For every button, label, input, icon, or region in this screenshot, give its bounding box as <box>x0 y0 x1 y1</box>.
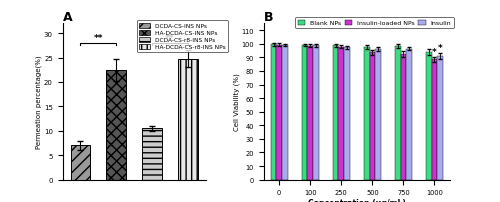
Text: A: A <box>62 11 72 24</box>
Y-axis label: Permeation percentage(%): Permeation percentage(%) <box>36 55 43 149</box>
Bar <box>375 50 380 180</box>
Text: *: * <box>432 47 437 56</box>
Bar <box>426 53 432 180</box>
Bar <box>106 70 126 180</box>
Bar <box>178 59 198 180</box>
Bar <box>438 57 443 180</box>
Text: *: * <box>438 44 442 53</box>
Y-axis label: Cell Viability (%): Cell Viability (%) <box>234 73 240 131</box>
Bar <box>338 47 344 180</box>
Bar <box>302 46 308 180</box>
Bar <box>432 60 438 180</box>
Text: **: ** <box>94 34 103 43</box>
Legend: Blank NPs, Insulin-loaded NPs, Insulin: Blank NPs, Insulin-loaded NPs, Insulin <box>296 18 454 29</box>
Bar <box>282 46 288 180</box>
Bar <box>406 49 412 180</box>
Bar <box>276 46 282 180</box>
Bar <box>395 46 400 180</box>
Bar <box>370 53 375 180</box>
Bar <box>313 46 318 180</box>
Legend: DCDA-CS-INS NPs, HA-DCDA-CS-INS NPs, DCDA-CS-r8-INS NPs, HA-DCDA-CS-r8-INS NPs: DCDA-CS-INS NPs, HA-DCDA-CS-INS NPs, DCD… <box>137 21 228 53</box>
Bar <box>308 46 313 180</box>
Bar <box>344 48 350 180</box>
Bar <box>70 146 90 180</box>
Text: B: B <box>264 11 273 24</box>
X-axis label: Concentration (μg/mL): Concentration (μg/mL) <box>308 198 406 202</box>
Bar <box>142 129 162 180</box>
Bar <box>270 45 276 180</box>
Text: **: ** <box>166 34 175 43</box>
Bar <box>400 55 406 180</box>
Bar <box>364 47 370 180</box>
Bar <box>333 46 338 180</box>
